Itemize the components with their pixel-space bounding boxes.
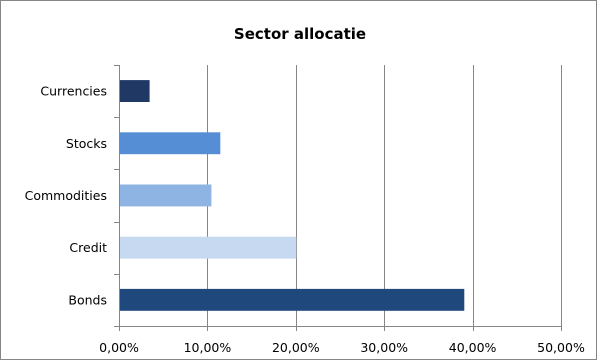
x-tick-label: 50,00% (537, 340, 585, 355)
chart-title: Sector allocatie (234, 25, 366, 43)
x-tick-label: 30,00% (360, 340, 408, 355)
bar-stocks (119, 132, 221, 155)
x-tick-label: 0,00% (99, 340, 139, 355)
axes (114, 65, 562, 331)
grid-lines (207, 65, 562, 326)
tick-labels: Currencies Stocks Commodities Credit Bonds 0,… (25, 84, 585, 355)
bar-commodities (119, 184, 212, 207)
category-label: Bonds (68, 292, 107, 307)
category-label: Stocks (66, 136, 107, 151)
category-label: Commodities (25, 188, 107, 203)
bars (119, 80, 465, 311)
category-label: Credit (69, 240, 107, 255)
bar-currencies (119, 80, 150, 102)
x-tick-label: 20,00% (272, 340, 320, 355)
x-tick-label: 10,00% (184, 340, 232, 355)
bar-credit (119, 236, 297, 259)
category-label: Currencies (40, 84, 107, 99)
bar-bonds (119, 288, 465, 311)
x-tick-label: 40,00% (449, 340, 497, 355)
